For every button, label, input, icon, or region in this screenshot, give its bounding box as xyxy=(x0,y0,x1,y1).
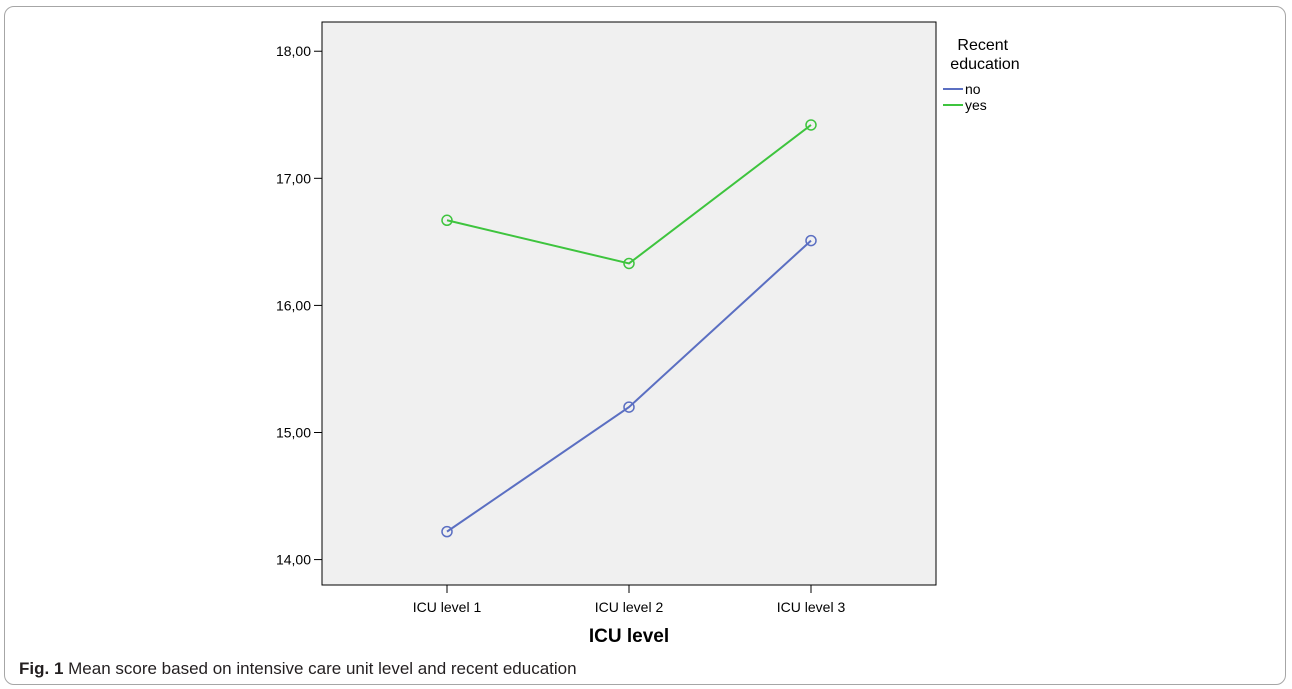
point-yes-2 xyxy=(623,257,635,270)
x-axis-title: ICU level xyxy=(589,626,669,647)
caption-text: Mean score based on intensive care unit … xyxy=(68,659,577,678)
point-no-1 xyxy=(441,525,453,538)
x-tick-label-1: ICU level 2 xyxy=(595,599,664,615)
y-tick-label-2: 16,00 xyxy=(276,297,311,313)
series-layer xyxy=(441,119,817,538)
plot-area xyxy=(321,21,937,586)
legend-label-no: no xyxy=(965,81,981,97)
legend-title-line-2: education xyxy=(950,56,1019,73)
x-tick-label-2: ICU level 3 xyxy=(777,599,846,615)
x-tick-label-0: ICU level 1 xyxy=(413,599,482,615)
caption-label: Fig. 1 xyxy=(19,659,64,678)
y-tick-label-3: 17,00 xyxy=(276,170,311,186)
y-tick-label-0: 14,00 xyxy=(276,552,311,568)
legend-label-yes: yes xyxy=(965,97,987,113)
y-axis: 14,00 15,00 16,00 17,00 18,00 xyxy=(276,43,322,568)
point-yes-1 xyxy=(441,214,453,227)
series-line-yes xyxy=(446,124,812,265)
legend-title-line-1: Recent xyxy=(957,37,1008,54)
series-line-no xyxy=(446,239,812,533)
figure-caption: Fig. 1 Mean score based on intensive car… xyxy=(19,659,577,679)
point-no-2 xyxy=(623,401,635,413)
point-no-3 xyxy=(805,234,817,247)
y-tick-label-4: 18,00 xyxy=(276,43,311,59)
x-axis: ICU level 1 ICU level 2 ICU level 3 xyxy=(413,585,846,615)
point-yes-3 xyxy=(805,119,817,131)
y-tick-label-1: 15,00 xyxy=(276,424,311,440)
legend-title: Recent education xyxy=(950,37,1019,73)
